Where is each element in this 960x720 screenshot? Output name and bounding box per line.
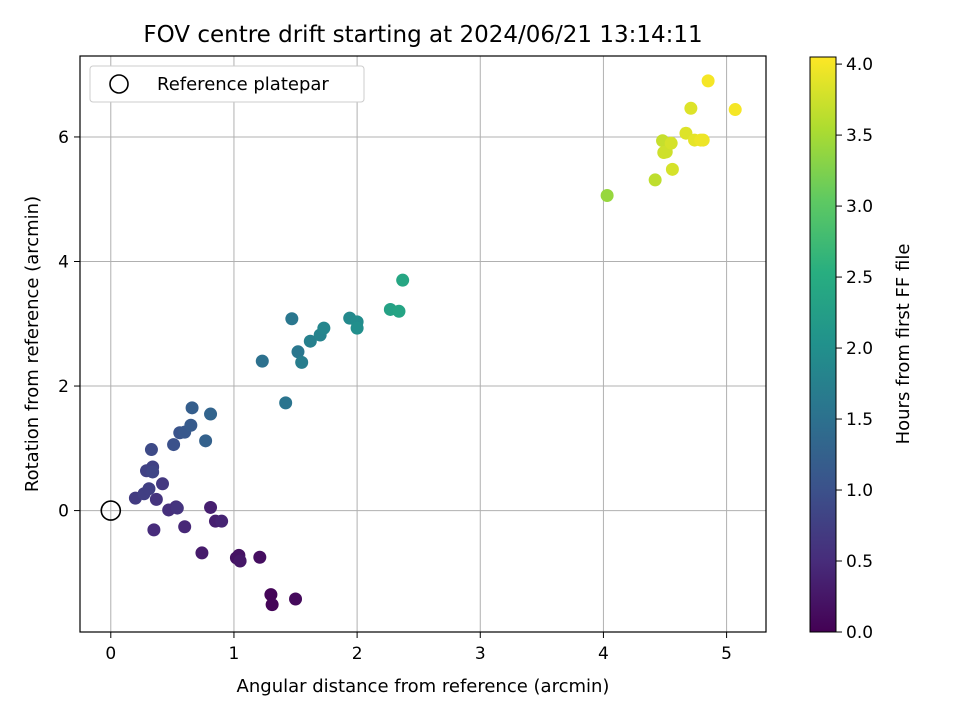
- y-tick-label: 2: [58, 377, 69, 397]
- colorbar-tick-label: 1.5: [846, 410, 873, 430]
- data-point: [728, 103, 742, 117]
- data-point: [233, 554, 247, 568]
- data-point: [253, 550, 267, 564]
- data-point: [195, 546, 209, 560]
- y-tick-label: 6: [58, 128, 69, 148]
- data-point: [265, 598, 279, 612]
- data-point: [317, 321, 331, 335]
- colorbar-tick-label: 4.0: [846, 55, 873, 75]
- data-point: [350, 321, 364, 335]
- data-point: [149, 492, 163, 506]
- colorbar-tick-label: 2.0: [846, 339, 873, 359]
- data-point: [144, 443, 158, 457]
- data-point: [178, 520, 192, 534]
- data-point: [147, 523, 161, 537]
- data-point: [185, 401, 199, 415]
- data-point: [295, 355, 309, 369]
- y-tick-label: 0: [58, 502, 69, 522]
- plot-frame: [79, 55, 767, 633]
- x-tick-label: 4: [598, 644, 609, 664]
- x-tick-label: 5: [721, 644, 732, 664]
- colorbar-tick-label: 0.0: [846, 623, 873, 643]
- data-point: [696, 133, 710, 147]
- data-point: [303, 334, 317, 348]
- data-point: [170, 501, 184, 515]
- x-tick-label: 2: [352, 644, 363, 664]
- colorbar-gradient: [809, 56, 837, 633]
- legend-box: [89, 65, 365, 103]
- data-point: [156, 477, 170, 491]
- data-point: [167, 438, 181, 452]
- x-axis-ticks: 0 1 2 3 4 5: [105, 632, 732, 664]
- data-point: [665, 162, 679, 176]
- colorbar-ticks: 0.0 0.5 1.0 1.5 2.0 2.5 3.0 3.5 4.0: [836, 55, 873, 643]
- colorbar-tick-label: 3.5: [846, 126, 873, 146]
- data-point: [264, 588, 278, 602]
- data-point: [291, 345, 305, 359]
- legend: Reference platepar: [89, 65, 365, 103]
- colorbar-label: Hours from first FF file: [893, 244, 914, 445]
- data-point: [396, 273, 410, 287]
- data-point: [146, 465, 160, 479]
- x-tick-label: 3: [475, 644, 486, 664]
- data-point: [142, 482, 156, 496]
- data-point: [199, 434, 213, 448]
- x-tick-label: 0: [105, 644, 116, 664]
- data-points: [128, 74, 742, 612]
- data-point: [204, 407, 218, 421]
- data-point: [255, 354, 269, 368]
- reference-platepar-marker: [100, 500, 122, 521]
- x-tick-label: 1: [229, 644, 240, 664]
- data-point: [279, 396, 293, 410]
- data-point: [289, 592, 303, 606]
- reference-marker-layer: [100, 500, 122, 521]
- data-point: [600, 188, 614, 202]
- y-axis-ticks: 0 2 4 6: [58, 128, 80, 522]
- y-axis-label: Rotation from reference (arcmin): [22, 196, 43, 492]
- data-point: [701, 74, 715, 88]
- colorbar: 0.0 0.5 1.0 1.5 2.0 2.5 3.0 3.5 4.0 Hours from f…: [809, 55, 914, 643]
- colorbar-tick-label: 2.5: [846, 268, 873, 288]
- colorbar-tick-label: 1.0: [846, 481, 873, 501]
- grid: [80, 56, 766, 632]
- x-axis-label: Angular distance from reference (arcmin): [237, 676, 610, 697]
- data-point: [204, 500, 218, 514]
- data-point: [184, 418, 198, 432]
- data-point: [215, 514, 229, 528]
- y-tick-label: 4: [58, 252, 69, 272]
- legend-label-reference-platepar: Reference platepar: [157, 74, 329, 95]
- data-point: [392, 304, 406, 318]
- chart-title: FOV centre drift starting at 2024/06/21 …: [143, 22, 702, 48]
- data-point: [648, 173, 662, 187]
- colorbar-tick-label: 3.0: [846, 197, 873, 217]
- legend-reference-marker: [109, 74, 129, 94]
- colorbar-tick-label: 0.5: [846, 552, 873, 572]
- data-point: [285, 312, 299, 326]
- data-point: [684, 101, 698, 115]
- data-point: [664, 136, 678, 150]
